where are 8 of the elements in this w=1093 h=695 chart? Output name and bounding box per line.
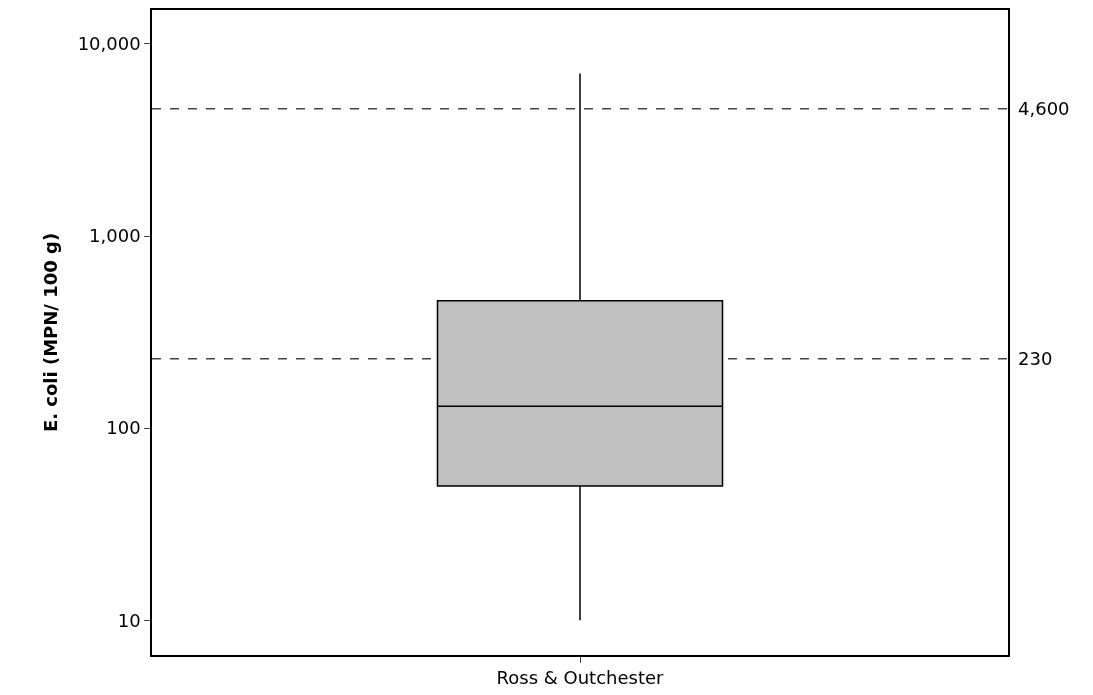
y-tick-label: 100 <box>106 417 141 439</box>
y-axis-title: E. coli (MPN/ 100 g) <box>40 232 62 433</box>
ref-line-label: 4,600 <box>1018 98 1070 119</box>
x-tick-label: Ross & Outchester <box>496 667 665 689</box>
y-tick-label: 1,000 <box>89 225 141 247</box>
y-tick-label: 10,000 <box>77 33 141 55</box>
ref-line-label: 230 <box>1018 348 1053 369</box>
y-tick-label: 10 <box>117 609 141 631</box>
